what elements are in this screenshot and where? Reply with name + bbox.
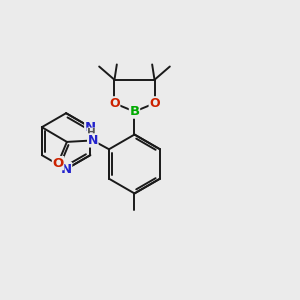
Text: N: N [85, 121, 96, 134]
Text: B: B [129, 105, 140, 118]
Text: O: O [52, 157, 64, 169]
Text: N: N [88, 134, 98, 147]
Text: H: H [87, 128, 96, 138]
Text: N: N [61, 163, 72, 176]
Text: O: O [109, 97, 120, 110]
Text: O: O [149, 97, 160, 110]
